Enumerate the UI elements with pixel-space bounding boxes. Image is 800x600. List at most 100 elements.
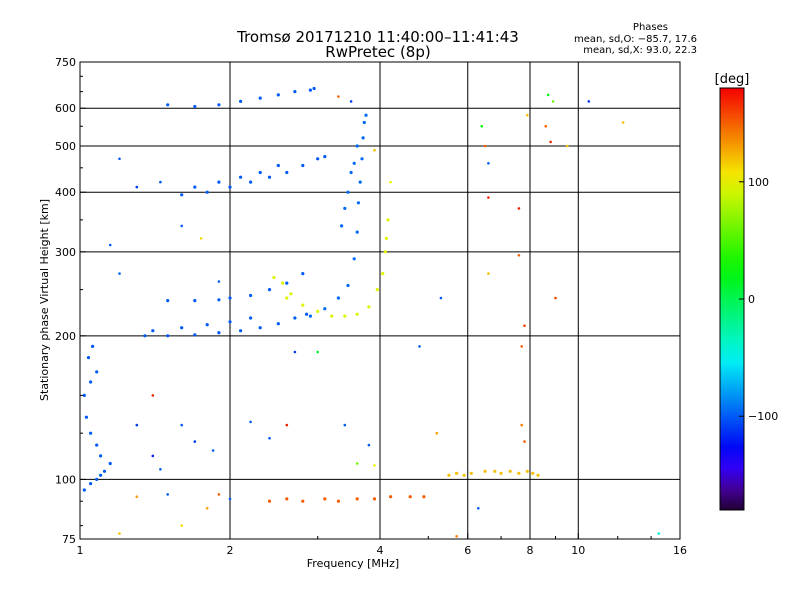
echo-point (455, 471, 459, 475)
echo-point (91, 344, 95, 348)
echo-point (381, 272, 385, 276)
echo-point (301, 499, 305, 503)
echo-point (135, 495, 139, 499)
echo-point (159, 468, 162, 471)
echo-point (135, 185, 139, 189)
echo-point (95, 370, 99, 374)
echo-point (517, 254, 521, 257)
data-points (82, 86, 660, 538)
echo-point (355, 462, 359, 465)
echo-point (217, 280, 221, 283)
echo-point (384, 236, 388, 240)
echo-point (349, 170, 353, 175)
echo-point (360, 157, 364, 161)
colorbar-tick-label: −100 (748, 410, 778, 423)
echo-point (536, 473, 540, 477)
echo-point (483, 144, 487, 148)
echo-point (82, 393, 86, 397)
echo-point (352, 257, 356, 261)
echo-point (267, 175, 272, 179)
echo-point (373, 464, 376, 467)
echo-point (166, 334, 170, 338)
echo-point (217, 180, 221, 184)
echo-point (362, 120, 366, 125)
echo-point (228, 185, 232, 189)
grid-lines (80, 62, 680, 539)
echo-point (239, 175, 243, 179)
echo-point (193, 185, 197, 189)
echo-point (239, 99, 243, 103)
echo-point (358, 180, 362, 184)
echo-point (386, 218, 390, 222)
echo-point (211, 449, 215, 452)
echo-point (554, 296, 557, 300)
y-tick-label: 300 (55, 246, 76, 259)
echo-point (316, 309, 320, 313)
x-tick-label: 6 (464, 544, 471, 557)
axes: 1 2 4 6 8 10 16 75 100 200 300 400 500 600 750 (55, 56, 687, 557)
echo-point (389, 180, 392, 184)
echo-point (151, 454, 155, 458)
echo-point (95, 443, 99, 447)
echo-point (469, 471, 473, 475)
echo-point (99, 454, 103, 458)
echo-point (276, 163, 280, 168)
echo-point (228, 296, 232, 300)
echo-point (447, 473, 451, 477)
echo-point (276, 322, 280, 326)
echo-point (337, 95, 340, 98)
echo-point (367, 443, 371, 447)
echo-point (285, 497, 289, 501)
echo-point (477, 507, 480, 510)
echo-point (336, 296, 340, 300)
echo-point (346, 283, 350, 288)
echo-point (621, 121, 625, 124)
echo-point (308, 88, 312, 92)
echo-point (487, 272, 490, 275)
echo-point (352, 161, 356, 165)
echo-point (455, 535, 458, 538)
echo-point (343, 206, 347, 210)
echo-point (89, 482, 93, 486)
x-tick-label: 10 (571, 544, 585, 557)
echo-point (364, 113, 368, 117)
echo-point (508, 469, 512, 473)
y-tick-label: 200 (55, 330, 76, 343)
echo-point (285, 296, 289, 300)
echo-point (361, 136, 365, 140)
echo-point (301, 163, 305, 168)
echo-point (143, 334, 147, 338)
echo-point (205, 323, 209, 327)
echo-point (422, 495, 426, 499)
echo-point (343, 314, 347, 318)
echo-point (135, 423, 139, 427)
echo-point (355, 144, 359, 148)
echo-point (199, 237, 203, 240)
x-axis-label: Frequency [MHz] (307, 557, 399, 570)
echo-point (180, 326, 184, 330)
y-tick-label: 500 (55, 140, 76, 153)
echo-point (355, 312, 359, 316)
stats-heading: Phases (633, 22, 668, 33)
echo-point (249, 420, 252, 424)
echo-point (82, 488, 86, 492)
echo-point (258, 170, 262, 175)
echo-point (118, 532, 121, 535)
echo-point (340, 224, 344, 228)
echo-point (346, 190, 350, 194)
echo-point (462, 473, 466, 477)
echo-point (193, 333, 197, 337)
echo-point (487, 162, 490, 165)
echo-point (523, 440, 526, 443)
echo-point (520, 345, 523, 348)
echo-point (166, 103, 170, 107)
echo-point (439, 296, 443, 300)
echo-point (367, 305, 371, 309)
echo-point (544, 125, 547, 128)
x-tick-label: 16 (673, 544, 687, 557)
echo-point (293, 90, 297, 94)
echo-point (228, 320, 232, 324)
echo-point (517, 471, 521, 475)
echo-point (293, 350, 297, 354)
echo-point (281, 281, 285, 285)
